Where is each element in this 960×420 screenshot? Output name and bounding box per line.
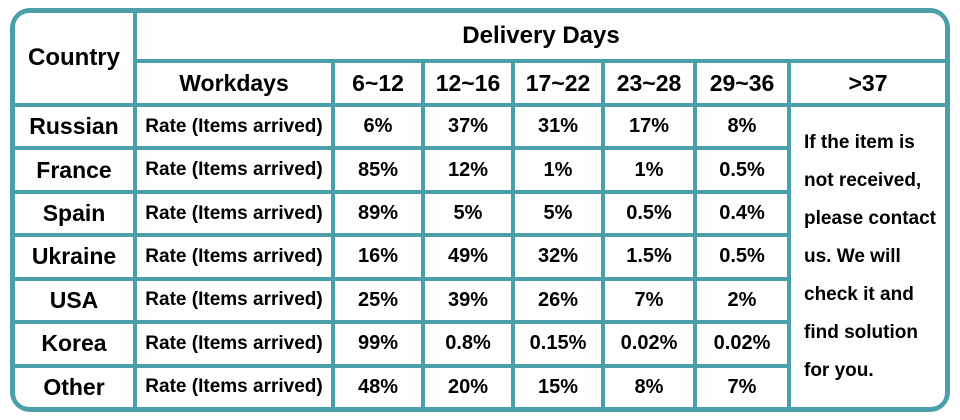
country-name: Spain [15,193,133,234]
rate-value: 0.5% [697,237,787,277]
rate-value: 0.5% [605,193,693,234]
rate-label: Rate (Items arrived) [137,324,331,364]
rate-value: 37% [425,107,511,147]
country-column-header: Country [15,13,133,103]
rate-value: 1.5% [605,237,693,277]
rate-value: 39% [425,280,511,321]
column-header-29-36: 29~36 [697,63,787,103]
rate-value: 7% [605,280,693,321]
not-received-note: If the item is not received, please cont… [791,107,945,407]
rate-value: 32% [515,237,601,277]
rate-value: 12% [425,150,511,190]
rate-value: 0.4% [697,193,787,234]
rate-value: 8% [605,367,693,407]
rate-value: 15% [515,367,601,407]
rate-label: Rate (Items arrived) [137,193,331,234]
delivery-days-table: Country Delivery Days Workdays 6~12 12~1… [10,8,950,412]
rate-value: 8% [697,107,787,147]
note-line: us. We will [804,245,901,267]
rate-value: 48% [335,367,421,407]
rate-value: 0.02% [697,324,787,364]
rate-value: 16% [335,237,421,277]
rate-value: 26% [515,280,601,321]
rate-value: 85% [335,150,421,190]
note-line: If the item is [804,131,915,153]
rate-value: 0.5% [697,150,787,190]
rate-value: 1% [605,150,693,190]
note-line: for you. [804,359,874,381]
note-line: please contact [804,207,936,229]
country-name: Korea [15,324,133,364]
note-line: find solution [804,321,918,343]
rate-value: 20% [425,367,511,407]
rate-value: 5% [425,193,511,234]
rate-label: Rate (Items arrived) [137,107,331,147]
rate-value: 0.8% [425,324,511,364]
rate-value: 0.15% [515,324,601,364]
note-line: not received, [804,169,922,191]
rate-value: 99% [335,324,421,364]
rate-label: Rate (Items arrived) [137,150,331,190]
column-header-12-16: 12~16 [425,63,511,103]
column-header-23-28: 23~28 [605,63,693,103]
rate-label: Rate (Items arrived) [137,367,331,407]
rate-value: 0.02% [605,324,693,364]
country-name: Ukraine [15,237,133,277]
rate-value: 5% [515,193,601,234]
rate-label: Rate (Items arrived) [137,280,331,321]
rate-value: 25% [335,280,421,321]
rate-value: 2% [697,280,787,321]
rate-label: Rate (Items arrived) [137,237,331,277]
rate-value: 31% [515,107,601,147]
rate-value: 17% [605,107,693,147]
country-name: France [15,150,133,190]
note-line: check it and [804,283,914,305]
country-name: Russian [15,107,133,147]
table-grid: Country Delivery Days Workdays 6~12 12~1… [15,13,945,407]
column-header-workdays: Workdays [137,63,331,103]
rate-value: 7% [697,367,787,407]
delivery-days-group-header: Delivery Days [137,13,945,59]
column-header-over-37: >37 [791,63,945,103]
rate-value: 6% [335,107,421,147]
country-name: Other [15,367,133,407]
rate-value: 1% [515,150,601,190]
rate-value: 89% [335,193,421,234]
country-name: USA [15,280,133,321]
rate-value: 49% [425,237,511,277]
column-header-17-22: 17~22 [515,63,601,103]
column-header-6-12: 6~12 [335,63,421,103]
